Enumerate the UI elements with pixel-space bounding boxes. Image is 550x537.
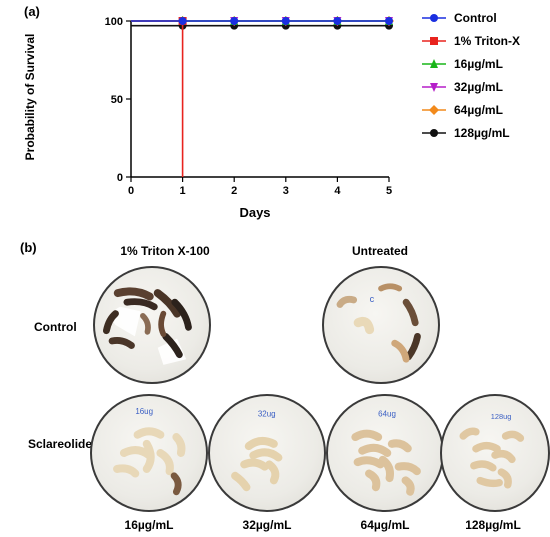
legend-swatch — [422, 59, 446, 68]
dish-64: 64ug — [326, 394, 444, 512]
legend-swatch-marker — [430, 129, 438, 137]
dish-32: 32ug — [208, 394, 326, 512]
legend-entry: 1% Triton-X — [420, 33, 520, 49]
legend-label: 128µg/mL — [454, 126, 510, 140]
legend-swatch — [422, 83, 446, 92]
legend-entry: 64µg/mL — [420, 102, 503, 118]
legend-swatch-marker — [430, 14, 438, 22]
y-tick-label: 0 — [117, 172, 123, 184]
legend-swatch-marker — [430, 83, 438, 92]
conc-label-64: 64µg/mL — [360, 518, 410, 532]
legend-entry: 32µg/mL — [420, 79, 503, 95]
svg-text:32ug: 32ug — [258, 410, 276, 419]
dish-untreated-control: c — [322, 266, 440, 384]
x-tick-label: 3 — [283, 185, 289, 197]
data-point-0 — [230, 17, 239, 25]
conc-label-16: 16µg/mL — [124, 518, 174, 532]
svg-text:c: c — [370, 294, 375, 304]
dish-triton-control — [93, 266, 211, 384]
legend-swatch — [422, 37, 446, 45]
chart-legend: Control 1% Triton-X 16µg/mL 32µg/mL 64µg/mL 1… — [420, 10, 550, 150]
data-point-0 — [178, 17, 187, 25]
panel-a-label: (a) — [24, 4, 40, 19]
x-tick-label: 0 — [128, 185, 134, 197]
x-axis-label: Days — [239, 205, 271, 220]
data-point-0 — [333, 17, 342, 25]
column-header-untreated: Untreated — [351, 244, 408, 258]
legend-entry: 128µg/mL — [420, 125, 510, 141]
svg-text:16ug: 16ug — [135, 407, 153, 416]
data-point-0 — [385, 17, 393, 25]
legend-label: 1% Triton-X — [454, 34, 521, 48]
x-tick-label: 5 — [386, 185, 392, 197]
legend-entry: 16µg/mL — [420, 56, 503, 72]
legend-swatch — [422, 105, 446, 115]
conc-label-128: 128µg/mL — [465, 518, 521, 532]
series-line-1 — [131, 20, 184, 177]
dish-16: 16ug — [90, 394, 208, 512]
legend-label: 64µg/mL — [454, 103, 503, 117]
panel-b-label: (b) — [20, 240, 37, 255]
legend-swatch-marker — [430, 59, 438, 68]
legend-swatch — [422, 14, 446, 22]
legend-swatch — [422, 129, 446, 137]
x-tick-label: 2 — [231, 185, 237, 197]
x-tick-label: 4 — [334, 185, 341, 197]
y-axis-label: Probability of Survival — [23, 33, 37, 161]
legend-label: 32µg/mL — [454, 80, 503, 94]
legend-label: Control — [454, 11, 497, 25]
y-tick-label: 50 — [111, 94, 123, 106]
legend-entry: Control — [420, 10, 497, 26]
svg-text:64ug: 64ug — [378, 410, 396, 419]
conc-label-32: 32µg/mL — [242, 518, 292, 532]
column-header-triton: 1% Triton X-100 — [120, 244, 210, 258]
svg-text:128ug: 128ug — [491, 412, 512, 421]
row-header-control: Control — [34, 320, 77, 334]
dish-128: 128ug — [440, 394, 550, 512]
legend-swatch-marker — [429, 105, 439, 115]
y-tick-label: 100 — [105, 16, 123, 28]
legend-swatch-marker — [430, 37, 438, 45]
row-header-sclareolide: Sclareolide — [28, 437, 93, 451]
x-tick-label: 1 — [180, 185, 186, 197]
data-point-0 — [281, 17, 290, 25]
legend-label: 16µg/mL — [454, 57, 503, 71]
